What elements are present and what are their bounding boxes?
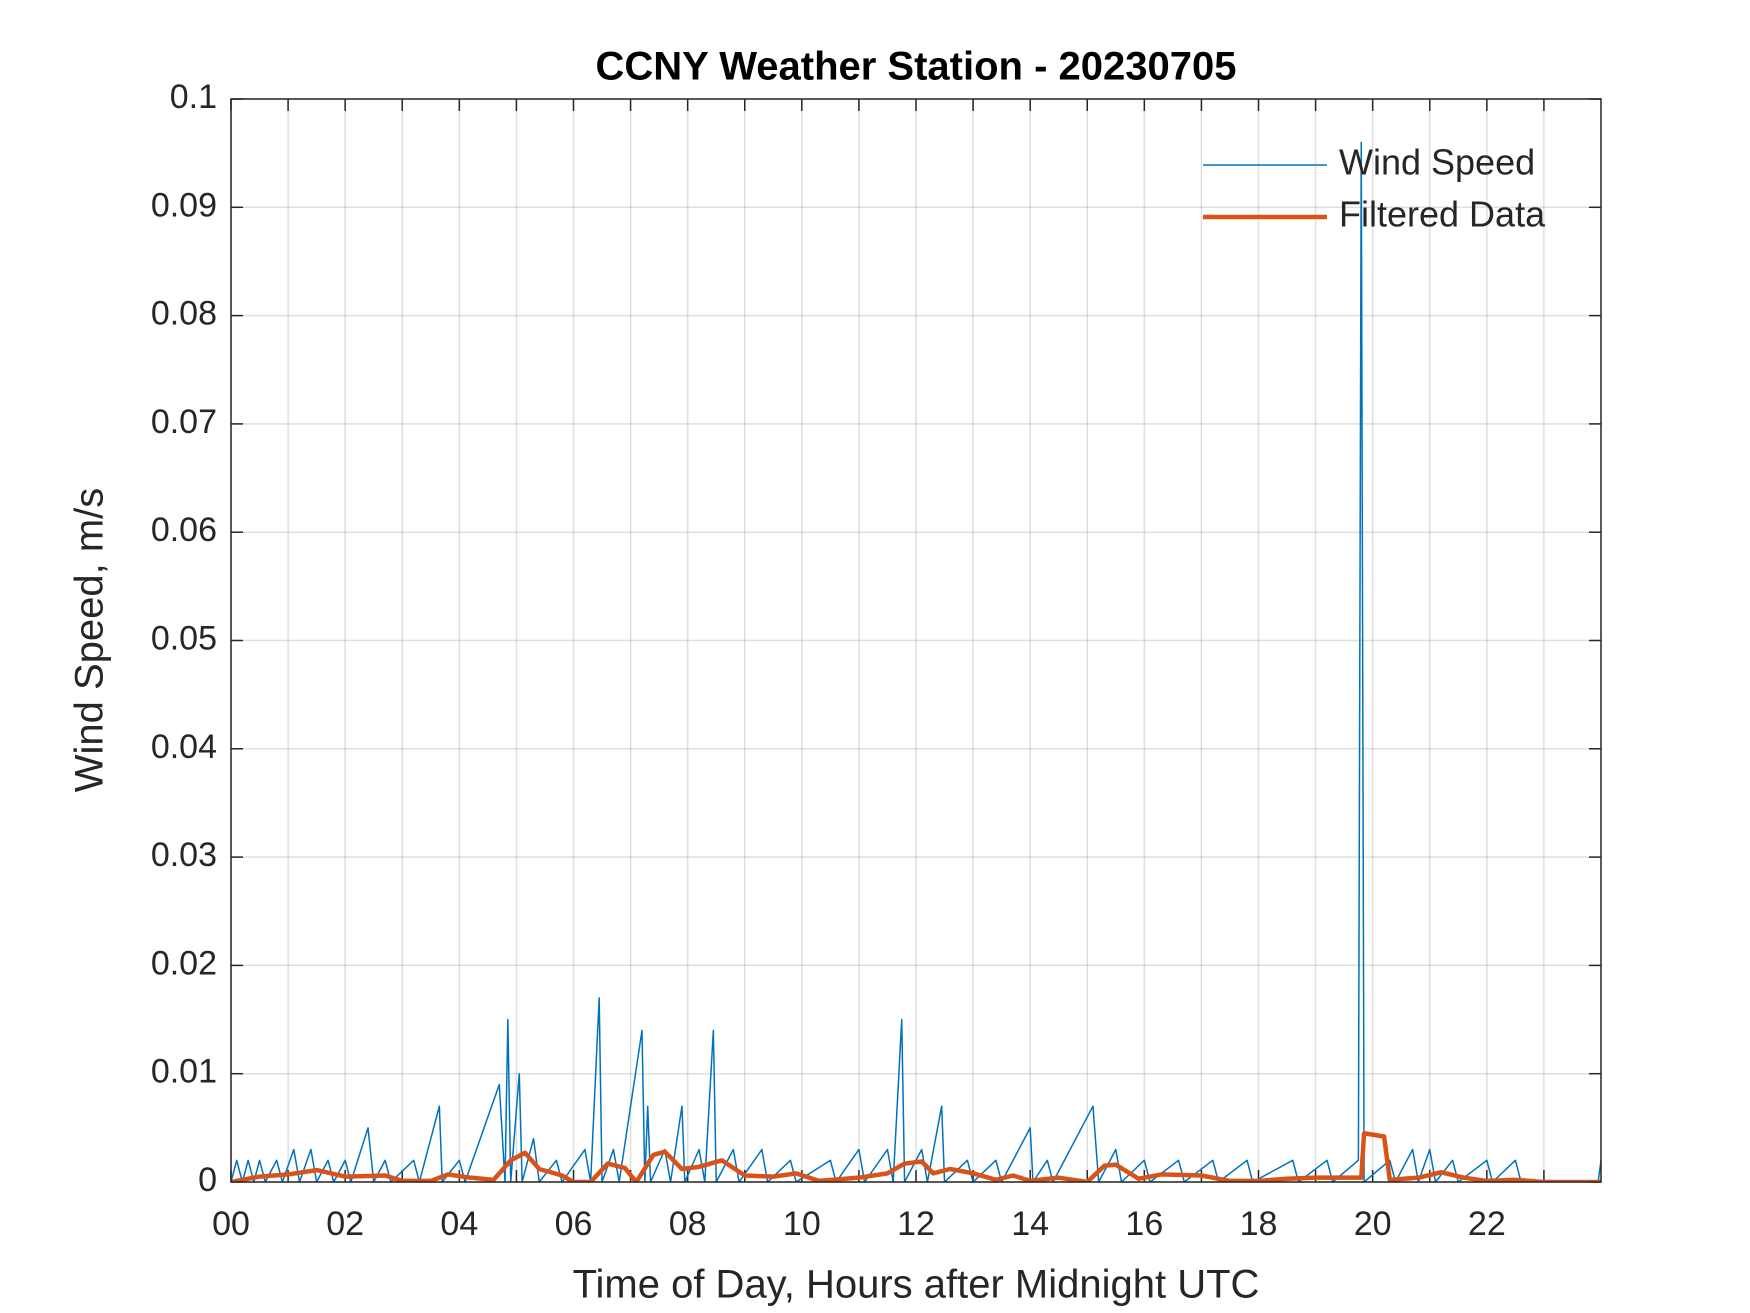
y-tick-label: 0.07 bbox=[151, 403, 217, 441]
y-tick-label: 0.05 bbox=[151, 619, 217, 657]
y-tick-label: 0.03 bbox=[151, 836, 217, 874]
y-tick-label: 0.06 bbox=[151, 511, 217, 549]
x-tick-label: 12 bbox=[897, 1205, 935, 1243]
x-tick-label: 08 bbox=[669, 1205, 707, 1243]
y-tick-label: 0.1 bbox=[170, 78, 217, 116]
y-tick-label: 0.01 bbox=[151, 1053, 217, 1091]
legend-label: Wind Speed bbox=[1339, 142, 1535, 183]
x-tick-label: 02 bbox=[326, 1205, 364, 1243]
y-tick-label: 0.04 bbox=[151, 728, 217, 766]
x-tick-label: 10 bbox=[783, 1205, 821, 1243]
data-line bbox=[231, 1131, 1601, 1182]
y-tick-label: 0.08 bbox=[151, 295, 217, 333]
plot-frame bbox=[230, 98, 1602, 1183]
x-tick-label: 06 bbox=[555, 1205, 593, 1243]
x-tick-label: 20 bbox=[1354, 1205, 1392, 1243]
x-axis-label: Time of Day, Hours after Midnight UTC bbox=[573, 1263, 1260, 1307]
y-axis-label: Wind Speed, m/s bbox=[68, 488, 112, 793]
y-tick-label: 0.02 bbox=[151, 944, 217, 982]
x-tick-label: 14 bbox=[1011, 1205, 1049, 1243]
legend-label: Filtered Data bbox=[1339, 194, 1546, 235]
x-tick-label: 16 bbox=[1125, 1205, 1163, 1243]
x-tick-label: 04 bbox=[440, 1205, 478, 1243]
x-tick-label: 00 bbox=[212, 1205, 250, 1243]
x-tick-label: 18 bbox=[1240, 1205, 1278, 1243]
y-tick-label: 0 bbox=[198, 1161, 217, 1199]
y-tick-label: 0.09 bbox=[151, 186, 217, 224]
chart-title: CCNY Weather Station - 20230705 bbox=[596, 45, 1237, 89]
x-tick-label: 22 bbox=[1468, 1205, 1506, 1243]
